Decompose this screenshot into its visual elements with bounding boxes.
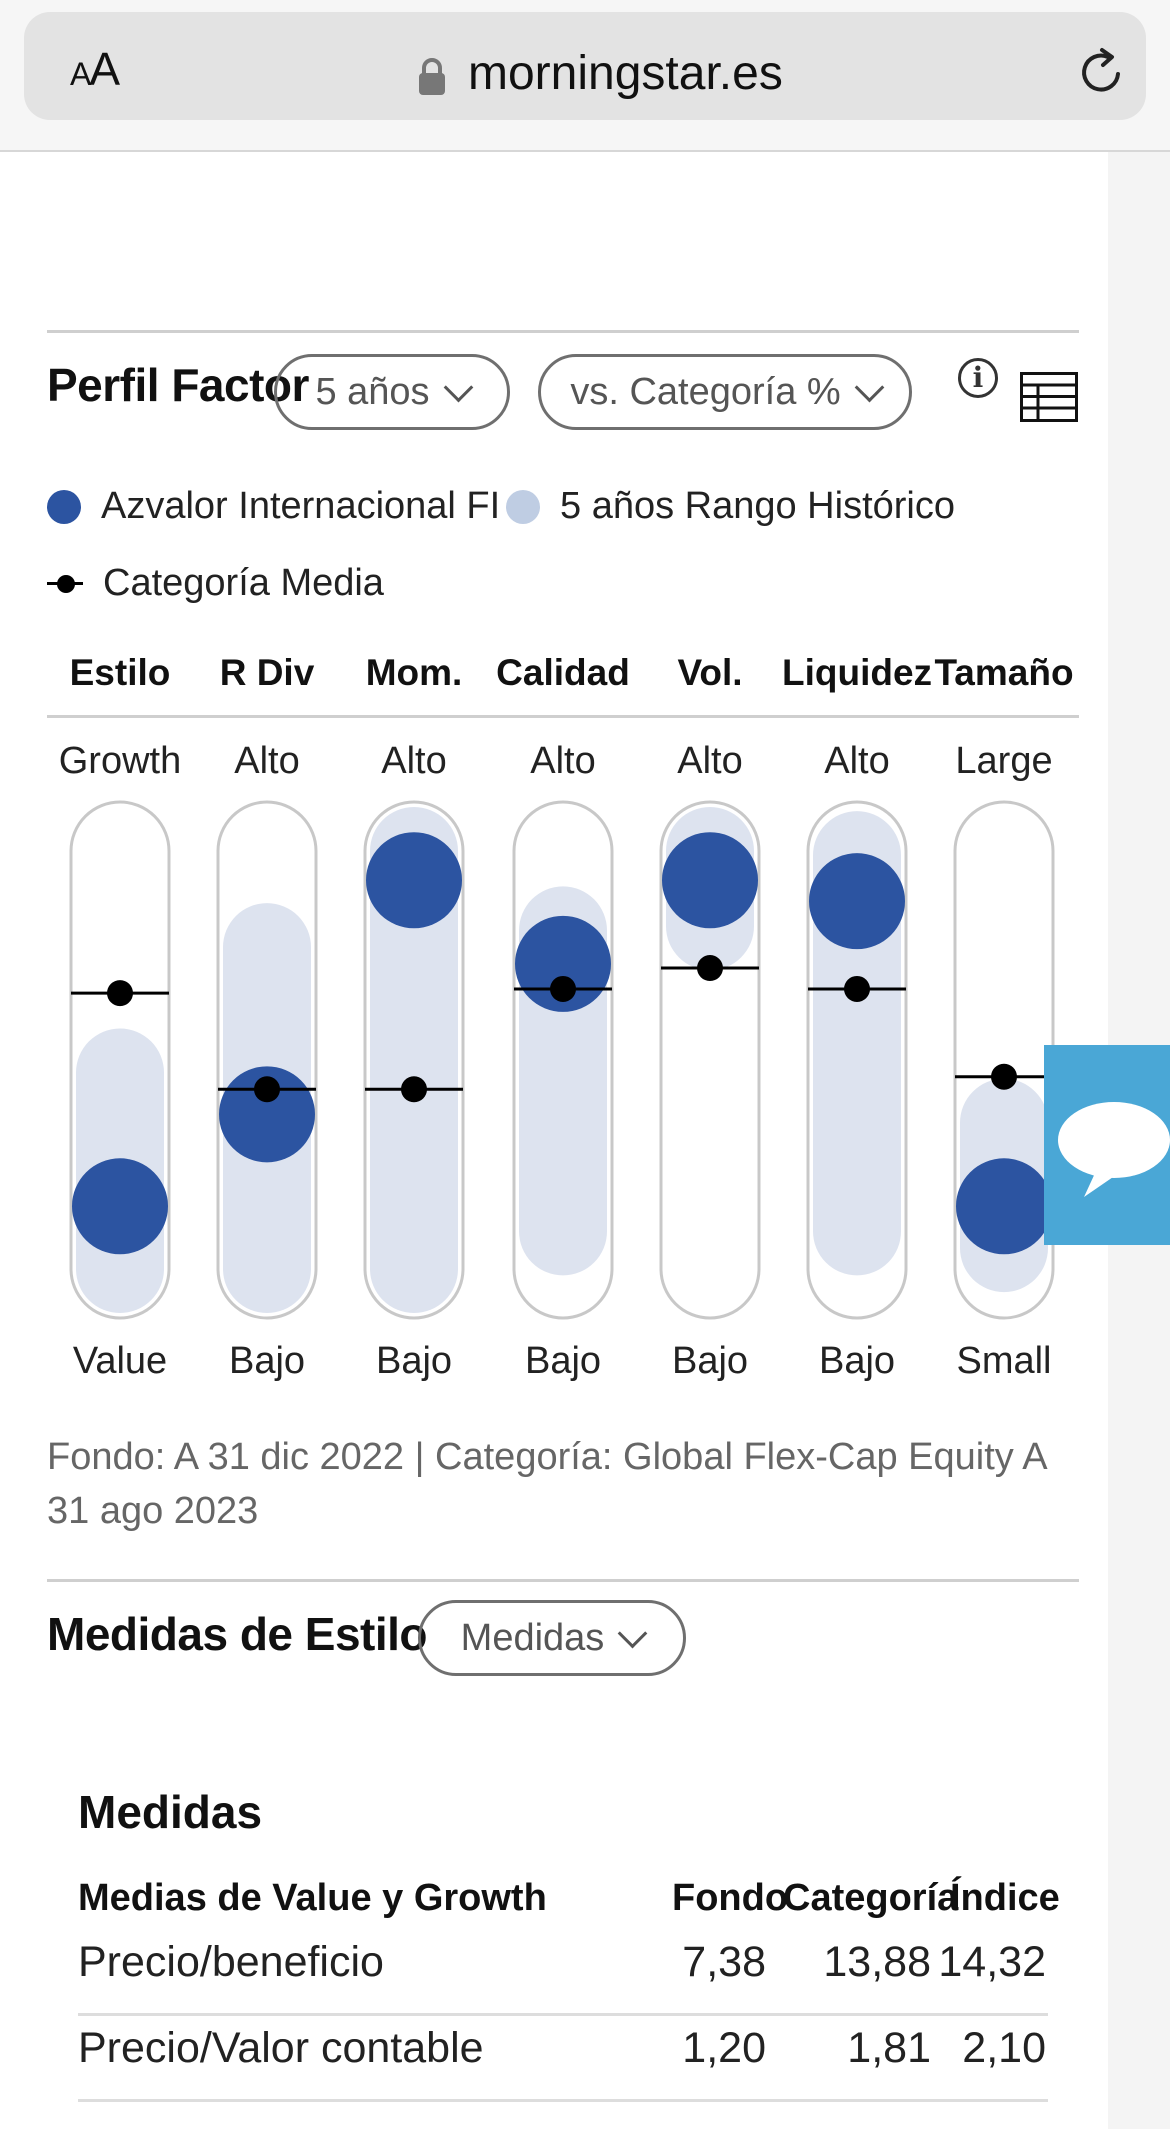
chevron-down-icon bbox=[617, 1618, 648, 1648]
axis-bottom-label: Bajo bbox=[375, 1340, 453, 1382]
factor-profile-title: Perfil Factor bbox=[47, 359, 309, 411]
section-divider bbox=[47, 1579, 1079, 1582]
fund-marker-icon bbox=[47, 489, 81, 524]
column-heading: Tamaño bbox=[934, 652, 1074, 693]
row-fund-value: 1,20 bbox=[682, 2024, 766, 2072]
axis-top-label: Alto bbox=[824, 740, 890, 782]
axis-top-label: Growth bbox=[58, 740, 182, 782]
axis-top-label: Alto bbox=[381, 740, 447, 782]
fund-marker bbox=[956, 1158, 1052, 1255]
legend-range: 5 años Rango Histórico bbox=[506, 485, 955, 528]
column-heading: Liquidez bbox=[782, 652, 933, 693]
axis-bottom-label: Bajo bbox=[228, 1340, 306, 1382]
table-header-label: Medias de Value y Growth bbox=[78, 1877, 547, 1919]
table-row: Precio/beneficio 7,38 13,88 14,32 bbox=[78, 1930, 1048, 2016]
range-bar bbox=[370, 807, 458, 1313]
text-size-button[interactable]: AA bbox=[70, 43, 120, 95]
range-marker-icon bbox=[506, 489, 540, 524]
fund-marker bbox=[366, 832, 462, 929]
axis-top-label: Alto bbox=[234, 740, 300, 782]
category-marker bbox=[844, 975, 870, 1002]
table-view-icon[interactable] bbox=[1020, 372, 1078, 422]
header-divider bbox=[47, 715, 1079, 718]
axis-bottom-label: Bajo bbox=[818, 1340, 896, 1382]
row-label: Precio/Valor contable bbox=[78, 2024, 484, 2072]
category-marker bbox=[550, 975, 576, 1002]
style-measures-title: Medidas de Estilo bbox=[47, 1608, 428, 1660]
fund-marker bbox=[662, 832, 758, 929]
row-label: Precio/beneficio bbox=[78, 1938, 384, 1986]
comparison-select[interactable]: vs. Categoría % bbox=[538, 354, 912, 430]
chat-bubble-icon bbox=[1058, 1102, 1170, 1197]
chat-button[interactable] bbox=[1044, 1045, 1170, 1245]
category-marker bbox=[991, 1063, 1017, 1090]
row-fund-value: 7,38 bbox=[682, 1938, 766, 1986]
column-heading: Mom. bbox=[365, 652, 463, 693]
browser-toolbar: AA morningstar.es bbox=[0, 0, 1170, 152]
axis-bottom-label: Bajo bbox=[524, 1340, 602, 1382]
table-header-category: Categoría bbox=[783, 1877, 959, 1919]
measures-subtitle: Medidas bbox=[78, 1786, 263, 1838]
fund-marker bbox=[809, 853, 905, 950]
column-heading: Estilo bbox=[69, 652, 171, 693]
address-bar[interactable]: AA morningstar.es bbox=[24, 12, 1146, 120]
table-header-index: Índice bbox=[950, 1877, 1060, 1919]
table-header-fund: Fondo bbox=[672, 1877, 789, 1919]
column-heading: Calidad bbox=[496, 652, 630, 693]
axis-bottom-label: Bajo bbox=[671, 1340, 749, 1382]
url-text[interactable]: morningstar.es bbox=[468, 47, 783, 100]
row-index-value: 2,10 bbox=[962, 2024, 1046, 2072]
fund-marker bbox=[72, 1158, 168, 1255]
section-divider bbox=[47, 330, 1079, 333]
row-category-value: 13,88 bbox=[823, 1938, 931, 1986]
lock-icon bbox=[419, 58, 445, 95]
factor-chart bbox=[69, 800, 1055, 1320]
chevron-down-icon bbox=[443, 372, 473, 402]
measures-select[interactable]: Medidas bbox=[418, 1600, 686, 1676]
axis-bottom-label: Small bbox=[956, 1340, 1052, 1382]
info-icon[interactable]: i bbox=[958, 358, 998, 398]
legend-category: Categoría Media bbox=[47, 562, 384, 605]
table-row: Precio/Valor contable 1,20 1,81 2,10 bbox=[78, 2016, 1048, 2102]
legend-fund: Azvalor Internacional FI bbox=[47, 485, 500, 528]
column-heading: Vol. bbox=[677, 652, 743, 693]
axis-bottom-label: Value bbox=[72, 1340, 168, 1382]
axis-top-label: Alto bbox=[530, 740, 596, 782]
category-marker-icon bbox=[47, 567, 83, 601]
category-marker bbox=[697, 955, 723, 982]
category-marker bbox=[254, 1076, 280, 1103]
row-category-value: 1,81 bbox=[847, 2024, 931, 2072]
category-marker bbox=[107, 980, 133, 1007]
row-index-value: 14,32 bbox=[938, 1938, 1046, 1986]
chevron-down-icon bbox=[854, 372, 885, 402]
chart-footnote: Fondo: A 31 dic 2022 | Categoría: Global… bbox=[47, 1436, 1046, 1532]
axis-top-label: Alto bbox=[677, 740, 743, 782]
axis-top-label: Large bbox=[955, 740, 1053, 782]
category-marker bbox=[401, 1076, 427, 1103]
period-select[interactable]: 5 años bbox=[274, 354, 510, 430]
column-heading: R Div bbox=[219, 652, 315, 693]
reload-icon[interactable] bbox=[1074, 44, 1130, 100]
